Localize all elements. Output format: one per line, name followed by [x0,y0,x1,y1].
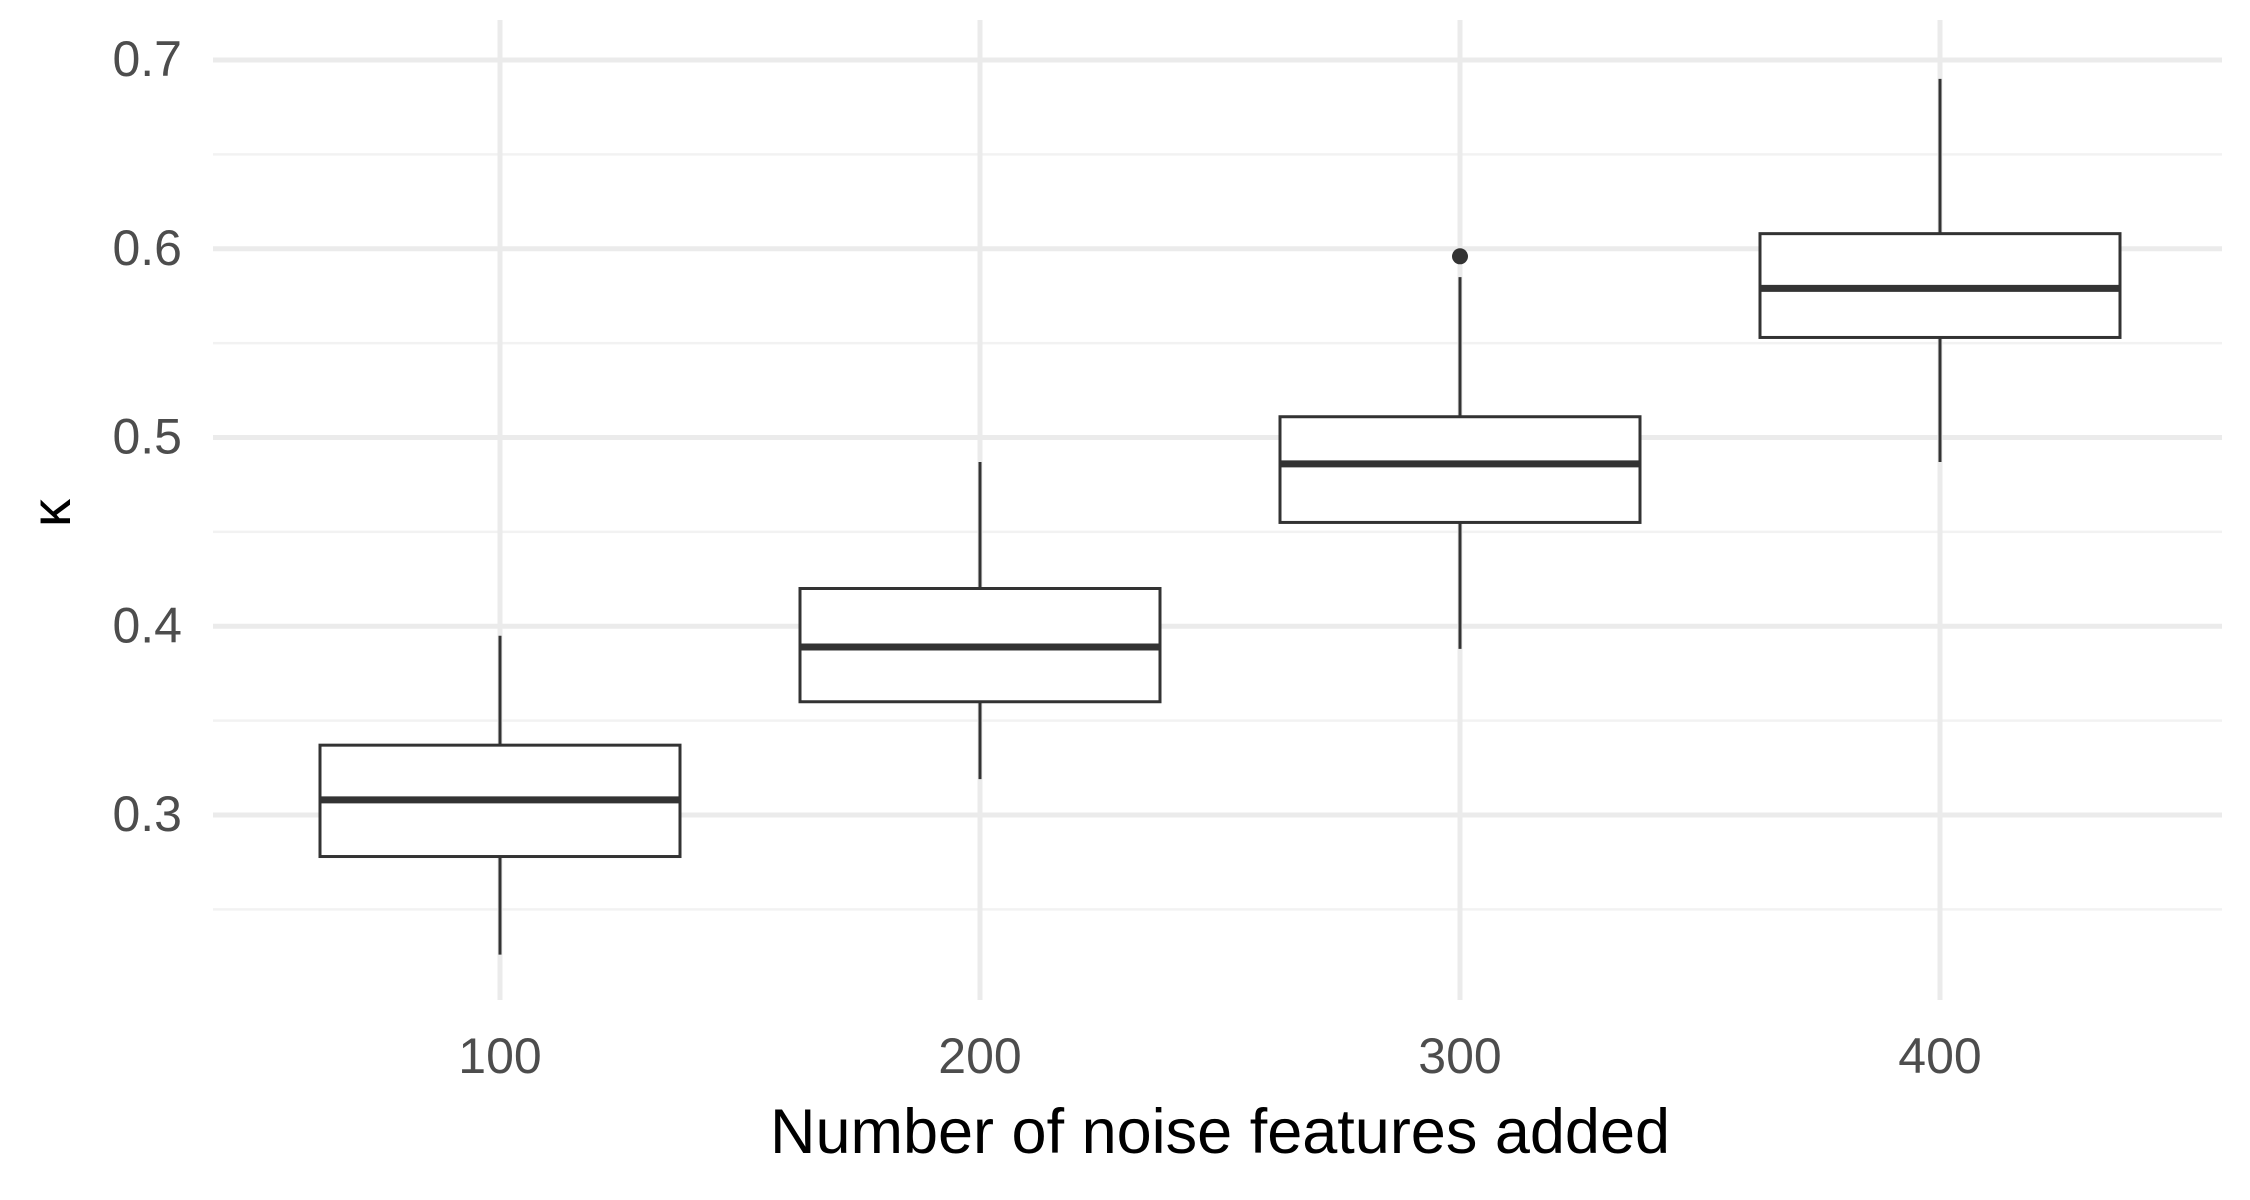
outlier-point [1452,248,1468,265]
box-400 [1758,78,2122,463]
x-axis-title: Number of noise features added [770,1097,1670,1167]
x-tick-label: 300 [1418,1028,1501,1084]
box-200 [798,462,1162,780]
x-axis-ticks: 100 200 300 400 [458,1028,1981,1084]
y-tick-label: 0.7 [112,31,182,87]
y-tick-label: 0.6 [112,220,182,276]
x-tick-label: 400 [1898,1028,1981,1084]
x-tick-label: 100 [458,1028,541,1084]
y-tick-label: 0.5 [112,409,182,465]
box-100 [318,635,682,955]
y-tick-label: 0.3 [112,786,182,842]
x-tick-label: 200 [938,1028,1021,1084]
y-tick-label: 0.4 [112,597,182,653]
y-axis-title: κ [19,498,82,527]
box-300 [1278,248,1642,649]
box-iqr [1278,415,1642,524]
box-layer [318,78,2122,955]
y-axis-ticks: 0.3 0.4 0.5 0.6 0.7 [112,31,182,842]
